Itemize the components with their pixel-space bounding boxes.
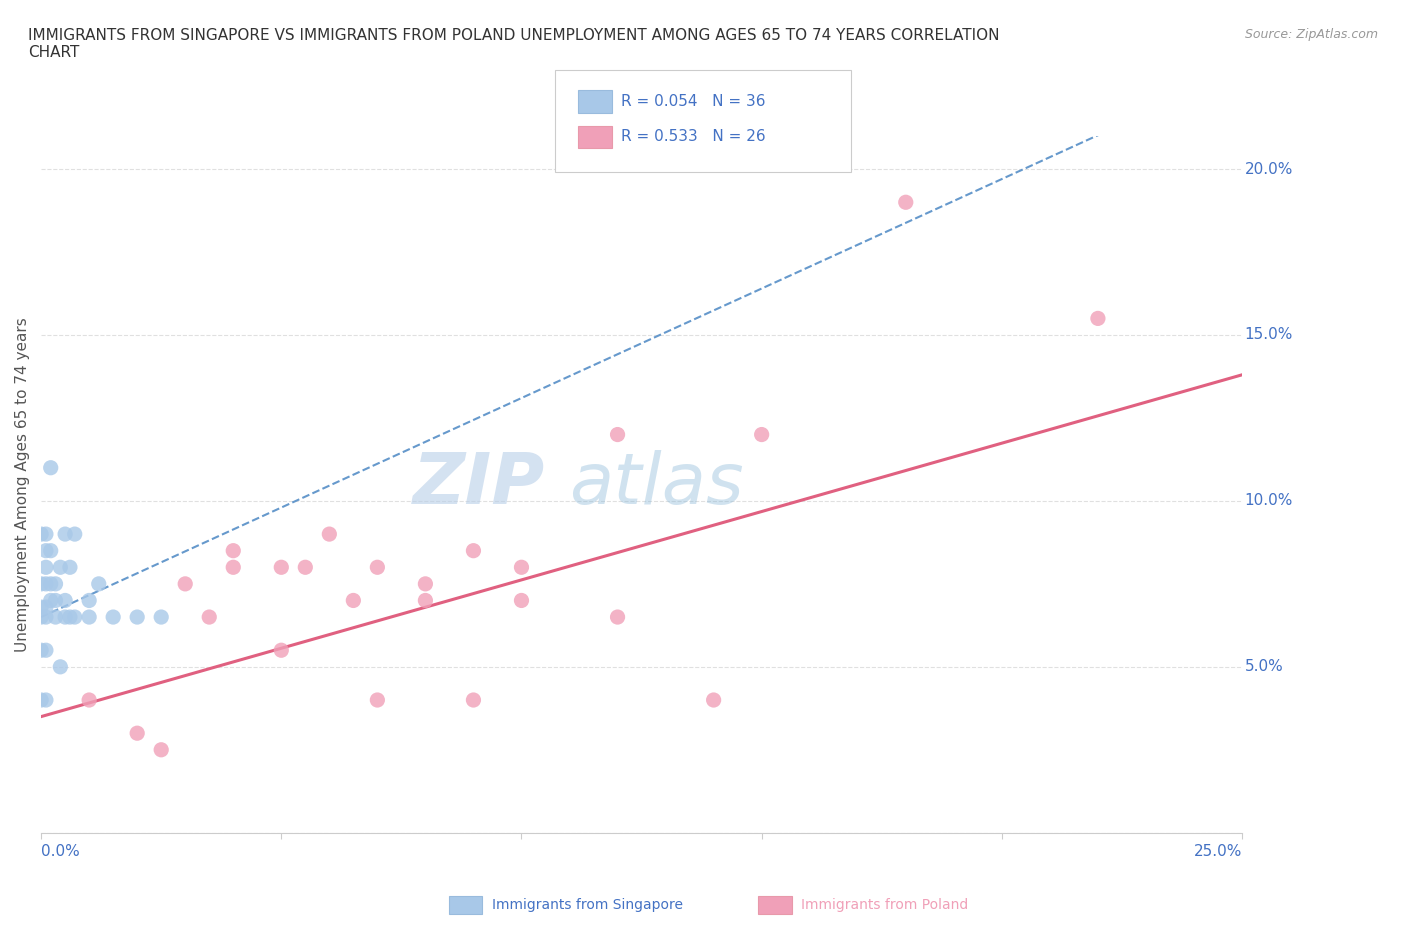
Point xyxy=(39,577,62,591)
Point xyxy=(30,609,52,624)
Point xyxy=(59,609,82,624)
Point xyxy=(87,577,110,591)
Point xyxy=(44,577,66,591)
Point xyxy=(342,593,364,608)
Point xyxy=(35,560,58,575)
Point xyxy=(35,609,58,624)
Point xyxy=(35,693,58,708)
Point xyxy=(318,526,340,541)
Point xyxy=(39,460,62,475)
Text: R = 0.533   N = 26: R = 0.533 N = 26 xyxy=(621,129,766,144)
Text: 10.0%: 10.0% xyxy=(1244,494,1292,509)
Point xyxy=(35,600,58,615)
Text: ZIP: ZIP xyxy=(413,450,546,519)
Text: atlas: atlas xyxy=(569,450,744,519)
Point xyxy=(894,194,917,209)
Text: IMMIGRANTS FROM SINGAPORE VS IMMIGRANTS FROM POLAND UNEMPLOYMENT AMONG AGES 65 T: IMMIGRANTS FROM SINGAPORE VS IMMIGRANTS … xyxy=(28,28,1000,60)
Y-axis label: Unemployment Among Ages 65 to 74 years: Unemployment Among Ages 65 to 74 years xyxy=(15,317,30,652)
Point xyxy=(1087,311,1109,325)
Point xyxy=(77,693,100,708)
Text: 0.0%: 0.0% xyxy=(41,844,80,859)
Point xyxy=(127,725,149,740)
Point xyxy=(49,560,72,575)
Point xyxy=(366,693,388,708)
Point xyxy=(30,577,52,591)
Text: Immigrants from Singapore: Immigrants from Singapore xyxy=(492,897,683,912)
Point xyxy=(35,543,58,558)
Point xyxy=(510,560,533,575)
Point xyxy=(294,560,316,575)
Point xyxy=(174,577,197,591)
Point xyxy=(30,600,52,615)
Point xyxy=(63,526,86,541)
Point xyxy=(77,593,100,608)
Point xyxy=(606,427,628,442)
Text: Immigrants from Poland: Immigrants from Poland xyxy=(801,897,969,912)
Point xyxy=(751,427,773,442)
Point xyxy=(222,560,245,575)
Text: 5.0%: 5.0% xyxy=(1244,659,1284,674)
Text: R = 0.054   N = 36: R = 0.054 N = 36 xyxy=(621,94,766,109)
Point xyxy=(53,526,76,541)
Point xyxy=(222,543,245,558)
Point xyxy=(35,526,58,541)
Point xyxy=(150,609,173,624)
Point xyxy=(415,593,437,608)
Point xyxy=(30,526,52,541)
Point xyxy=(53,593,76,608)
Point xyxy=(415,577,437,591)
Point xyxy=(30,643,52,658)
Point xyxy=(44,609,66,624)
Point xyxy=(150,742,173,757)
Point xyxy=(77,609,100,624)
Point xyxy=(59,560,82,575)
Point xyxy=(270,643,292,658)
Point xyxy=(39,593,62,608)
Point xyxy=(127,609,149,624)
Point xyxy=(510,593,533,608)
Point xyxy=(101,609,124,624)
Point xyxy=(30,693,52,708)
Point xyxy=(44,593,66,608)
Point xyxy=(606,609,628,624)
Point xyxy=(198,609,221,624)
Point xyxy=(35,577,58,591)
Text: Source: ZipAtlas.com: Source: ZipAtlas.com xyxy=(1244,28,1378,41)
Text: 25.0%: 25.0% xyxy=(1194,844,1241,859)
Point xyxy=(270,560,292,575)
Point xyxy=(39,543,62,558)
Point xyxy=(63,609,86,624)
Text: 20.0%: 20.0% xyxy=(1244,162,1292,177)
Point xyxy=(463,543,485,558)
Point xyxy=(366,560,388,575)
Point xyxy=(49,659,72,674)
Point xyxy=(703,693,725,708)
Text: 15.0%: 15.0% xyxy=(1244,327,1292,342)
Point xyxy=(463,693,485,708)
Point xyxy=(35,643,58,658)
Point xyxy=(53,609,76,624)
